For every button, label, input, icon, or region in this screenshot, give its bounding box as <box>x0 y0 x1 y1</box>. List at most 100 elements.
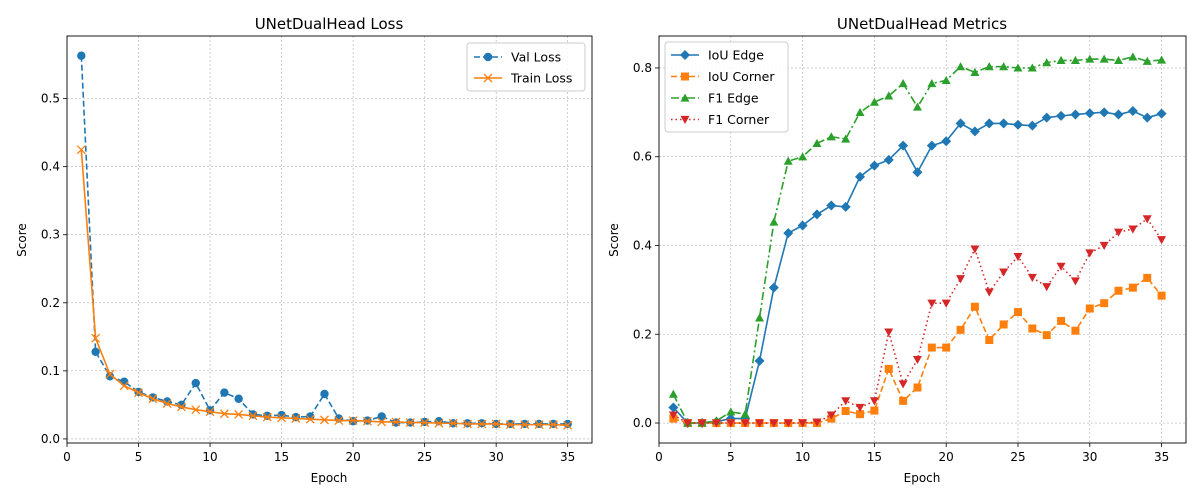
metrics-x-tick-label: 10 <box>795 450 810 464</box>
metrics-y-axis-label: Score <box>607 223 621 257</box>
loss-point-train-loss <box>262 412 272 422</box>
metrics-point-f1-edge <box>898 78 908 88</box>
loss-x-tick-label: 20 <box>345 450 360 464</box>
loss-x-tick-label: 25 <box>417 450 432 464</box>
metrics-x-tick-label: 20 <box>939 450 954 464</box>
loss-point-train-loss <box>362 416 372 426</box>
metrics-chart: UNetDualHead Metrics 0 5 10 15 20 25 30 35 0.0 0.… <box>607 15 1187 485</box>
metrics-point-f1-corner <box>769 419 779 428</box>
loss-point-train-loss <box>76 145 86 155</box>
metrics-x-tick-label: 0 <box>655 450 663 464</box>
metrics-point-f1-edge <box>884 91 894 100</box>
metrics-point-f1-edge <box>826 132 836 141</box>
metrics-point-f1-corner <box>898 380 908 389</box>
loss-point-train-loss <box>219 409 229 419</box>
metrics-point-f1-corner <box>1099 241 1109 250</box>
metrics-x-tick-label: 30 <box>1082 450 1097 464</box>
loss-point-train-loss <box>134 388 143 398</box>
metrics-y-tick-label: 0.0 <box>633 416 652 430</box>
loss-point-val-loss <box>77 51 86 60</box>
metrics-point-f1-corner <box>927 299 937 308</box>
loss-y-tick-label: 0.0 <box>41 432 60 446</box>
metrics-point-f1-corner <box>1085 249 1095 258</box>
metrics-point-iou-corner <box>1057 316 1066 325</box>
loss-point-val-loss <box>320 389 329 399</box>
metrics-point-iou-edge <box>869 160 880 171</box>
metrics-point-f1-edge <box>1157 55 1167 64</box>
loss-y-axis-label: Score <box>15 223 29 257</box>
metrics-y-tick-label: 0.2 <box>633 327 652 341</box>
metrics-point-iou-edge <box>1027 120 1038 131</box>
metrics-point-iou-edge <box>1070 109 1081 120</box>
loss-point-train-loss <box>448 418 458 428</box>
metrics-point-f1-corner <box>668 411 678 420</box>
loss-point-train-loss <box>320 415 329 425</box>
loss-y-tick-label: 0.1 <box>41 364 60 378</box>
metrics-point-f1-edge <box>1013 63 1023 72</box>
metrics-point-f1-corner <box>1070 277 1080 286</box>
metrics-chart-title: UNetDualHead Metrics <box>837 15 1007 33</box>
loss-ticks: 0 5 10 15 20 25 30 35 0.0 0.1 0.2 0.3 0.4 0.5 <box>41 92 575 464</box>
loss-point-train-loss <box>305 414 315 424</box>
metrics-point-f1-edge <box>755 313 765 322</box>
loss-point-train-loss <box>491 419 501 429</box>
loss-point-train-loss <box>119 381 129 391</box>
loss-point-val-loss <box>220 388 229 397</box>
metrics-series-f1-corner <box>668 215 1167 428</box>
metrics-legend-marker <box>681 72 689 81</box>
loss-point-val-loss <box>234 394 243 403</box>
loss-plot-frame <box>66 35 593 444</box>
metrics-point-iou-corner <box>1143 273 1152 282</box>
loss-point-val-loss <box>120 377 129 386</box>
metrics-point-iou-edge <box>668 402 679 413</box>
metrics-x-tick-label: 5 <box>727 450 735 464</box>
metrics-point-f1-edge <box>855 107 865 116</box>
metrics-x-tick-label: 15 <box>867 450 882 464</box>
metrics-point-iou-corner <box>1128 283 1137 292</box>
metrics-point-iou-corner <box>1157 291 1166 300</box>
metrics-point-f1-corner <box>1114 228 1124 237</box>
metrics-point-iou-edge <box>1127 106 1138 117</box>
metrics-point-iou-corner <box>899 396 908 405</box>
metrics-legend-box <box>664 41 789 133</box>
metrics-point-iou-edge <box>826 200 837 211</box>
loss-legend: Val Loss Train Loss <box>466 42 586 92</box>
metrics-legend-marker <box>680 93 690 102</box>
loss-legend-marker <box>483 73 493 83</box>
loss-point-train-loss <box>506 420 515 430</box>
metrics-point-iou-edge <box>898 140 909 151</box>
metrics-point-iou-edge <box>1142 112 1153 123</box>
loss-x-tick-label: 0 <box>63 450 71 464</box>
loss-point-train-loss <box>205 407 215 417</box>
metrics-point-f1-edge <box>726 407 736 416</box>
loss-point-train-loss <box>548 420 558 430</box>
metrics-legend-label: F1 Edge <box>708 91 759 106</box>
metrics-point-iou-edge <box>811 209 822 220</box>
loss-point-val-loss <box>377 412 386 421</box>
metrics-point-f1-corner <box>711 419 721 428</box>
metrics-point-iou-corner <box>942 343 951 352</box>
metrics-point-iou-edge <box>840 201 851 212</box>
loss-point-train-loss <box>248 411 258 421</box>
loss-point-train-loss <box>520 420 530 430</box>
metrics-point-iou-corner <box>970 302 979 311</box>
metrics-point-f1-corner <box>841 397 851 406</box>
metrics-point-iou-edge <box>941 136 952 147</box>
loss-point-val-loss <box>248 410 258 419</box>
metrics-point-f1-edge <box>769 217 779 226</box>
metrics-point-f1-corner <box>1042 283 1052 292</box>
metrics-x-tick-label: 35 <box>1154 450 1169 464</box>
loss-legend-label: Train Loss <box>510 71 572 86</box>
metrics-point-iou-edge <box>1084 108 1095 119</box>
metrics-point-iou-edge <box>969 126 980 137</box>
loss-point-train-loss <box>377 417 387 427</box>
loss-point-train-loss <box>405 418 415 428</box>
metrics-legend-label: F1 Corner <box>708 112 770 127</box>
metrics-point-f1-edge <box>812 138 822 148</box>
loss-point-train-loss <box>176 402 186 412</box>
metrics-point-f1-corner <box>855 403 865 412</box>
metrics-point-f1-corner <box>1056 262 1066 271</box>
loss-series-train-loss <box>76 145 573 430</box>
metrics-plot-frame <box>658 35 1187 444</box>
